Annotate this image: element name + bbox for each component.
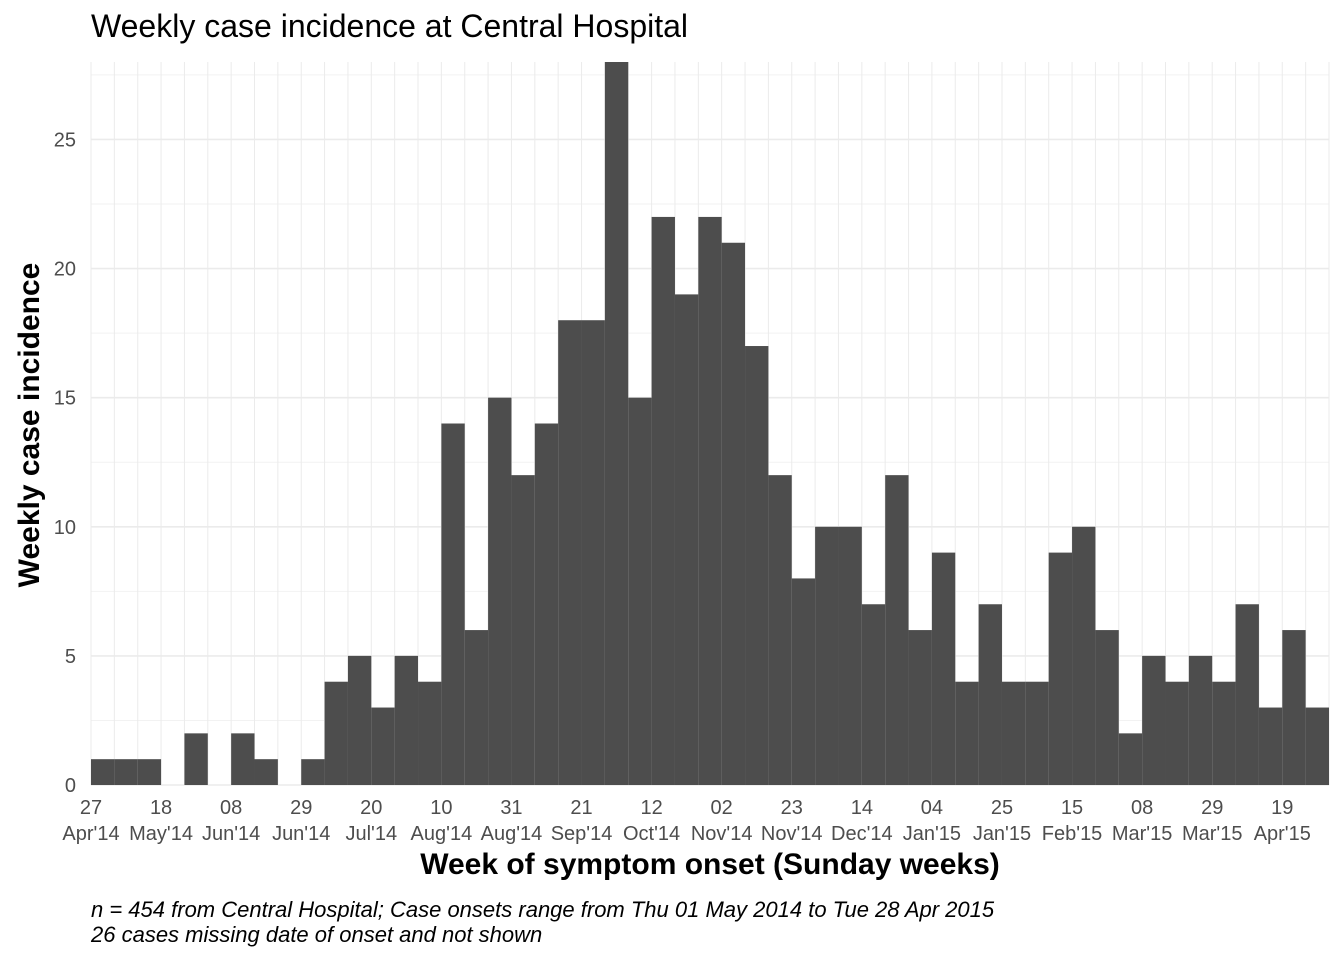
y-axis-title: Weekly case incidence	[13, 262, 46, 588]
x-tick-month-label: Aug'14	[411, 823, 473, 845]
incidence-bar	[347, 655, 372, 785]
x-tick-month-label: Apr'14	[62, 823, 119, 845]
x-tick-day-label: 27	[80, 797, 102, 819]
caption-line-1: n = 454 from Central Hospital; Case onse…	[91, 897, 995, 922]
chart-title: Weekly case incidence at Central Hospita…	[91, 8, 689, 44]
x-tick-day-label: 20	[360, 797, 382, 819]
incidence-bar	[1212, 681, 1236, 785]
incidence-bar	[1282, 630, 1306, 785]
incidence-bar	[745, 346, 769, 785]
incidence-bar	[1165, 681, 1189, 785]
incidence-bar	[674, 294, 699, 785]
caption-line-2: 26 cases missing date of onset and not s…	[91, 922, 543, 947]
x-tick-month-label: Nov'14	[691, 823, 753, 845]
incidence-bar	[137, 759, 162, 785]
incidence-bar	[768, 475, 792, 785]
incidence-bar	[1072, 526, 1096, 785]
incidence-bar	[1095, 630, 1119, 785]
incidence-bar	[861, 604, 886, 785]
incidence-bar	[1048, 552, 1073, 785]
x-tick-month-label: Nov'14	[761, 823, 823, 845]
x-tick-day-label: 08	[1131, 797, 1153, 819]
incidence-bar	[885, 475, 909, 785]
incidence-bar	[254, 759, 278, 785]
x-tick-month-label: Jan'15	[903, 823, 961, 845]
x-tick-day-label: 25	[991, 797, 1013, 819]
incidence-bar	[978, 604, 1002, 785]
incidence-bar	[91, 759, 115, 785]
incidence-bar	[464, 630, 489, 785]
x-tick-month-label: Jun'14	[202, 823, 260, 845]
incidence-bar	[1118, 733, 1143, 785]
x-tick-month-label: Aug'14	[481, 823, 543, 845]
x-tick-day-label: 02	[711, 797, 733, 819]
x-tick-day-label: 15	[1061, 797, 1083, 819]
incidence-bar	[418, 681, 442, 785]
incidence-bar	[791, 578, 816, 785]
x-tick-day-label: 14	[851, 797, 873, 819]
incidence-bar	[838, 526, 862, 785]
x-tick-day-label: 12	[640, 797, 662, 819]
incidence-bar	[301, 759, 325, 785]
x-tick-day-label: 21	[570, 797, 592, 819]
incidence-bar	[698, 216, 722, 785]
x-tick-month-label: Mar'15	[1182, 823, 1243, 845]
x-tick-day-label: 31	[500, 797, 522, 819]
x-tick-day-label: 29	[1201, 797, 1223, 819]
incidence-bar	[1305, 707, 1329, 785]
incidence-bar	[931, 552, 956, 785]
incidence-bar	[488, 397, 512, 785]
x-tick-day-label: 19	[1271, 797, 1293, 819]
x-tick-day-label: 08	[220, 797, 242, 819]
x-tick-day-label: 10	[430, 797, 452, 819]
x-tick-month-label: Oct'14	[623, 823, 680, 845]
y-tick-label: 10	[54, 517, 76, 539]
incidence-bar	[1025, 681, 1049, 785]
incidence-bar	[815, 526, 839, 785]
x-tick-month-label: Feb'15	[1042, 823, 1103, 845]
incidence-bar	[604, 62, 629, 785]
incidence-bar	[1258, 707, 1283, 785]
incidence-bar	[1001, 681, 1026, 785]
incidence-bar	[1188, 655, 1213, 785]
x-tick-month-label: Sep'14	[551, 823, 613, 845]
incidence-bar	[511, 475, 535, 785]
x-tick-month-label: Jul'14	[345, 823, 397, 845]
x-tick-day-label: 29	[290, 797, 312, 819]
incidence-bar	[114, 759, 138, 785]
x-axis-title: Week of symptom onset (Sunday weeks)	[420, 848, 1000, 881]
incidence-bar	[1142, 655, 1166, 785]
incidence-bar	[371, 707, 395, 785]
x-tick-month-label: Apr'15	[1254, 823, 1311, 845]
incidence-bar	[721, 242, 746, 785]
y-tick-label: 0	[65, 775, 76, 797]
x-tick-month-label: May'14	[129, 823, 193, 845]
y-tick-label: 15	[54, 388, 76, 410]
incidence-bar	[324, 681, 348, 785]
x-tick-month-label: Dec'14	[831, 823, 893, 845]
y-tick-label: 20	[54, 259, 76, 281]
incidence-bar	[558, 320, 582, 785]
x-tick-month-label: Jan'15	[973, 823, 1031, 845]
incidence-bar	[184, 733, 208, 785]
incidence-bar	[628, 397, 652, 785]
x-tick-month-label: Jun'14	[272, 823, 330, 845]
incidence-bar	[955, 681, 979, 785]
incidence-bar	[651, 216, 675, 785]
incidence-bar	[908, 630, 932, 785]
incidence-bar	[1235, 604, 1259, 785]
incidence-bar	[394, 655, 419, 785]
y-tick-label: 5	[65, 646, 76, 668]
x-tick-day-label: 18	[150, 797, 172, 819]
x-tick-day-label: 23	[781, 797, 803, 819]
y-tick-label: 25	[54, 129, 76, 151]
incidence-bar	[534, 423, 559, 785]
incidence-bar	[441, 423, 465, 785]
incidence-bar	[581, 320, 605, 785]
x-tick-month-label: Mar'15	[1112, 823, 1173, 845]
incidence-bar	[231, 733, 255, 785]
x-tick-day-label: 04	[921, 797, 943, 819]
